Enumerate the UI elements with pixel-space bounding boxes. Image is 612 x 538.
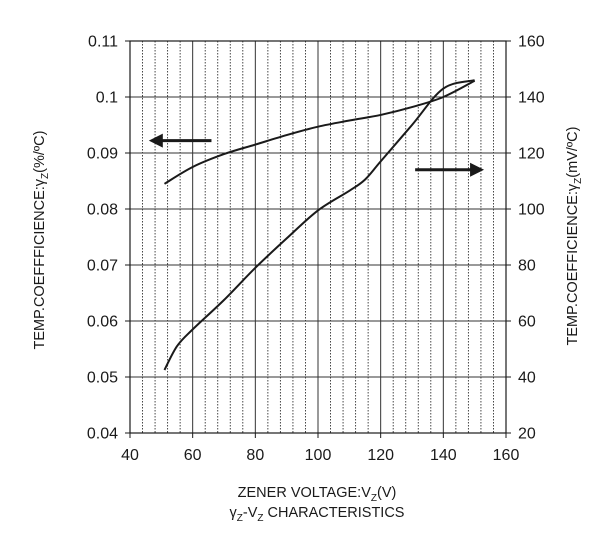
y-right-tick-label: 60 <box>518 314 536 331</box>
y-left-axis-title: TEMP.COEFFFICIENCE:γZ(%/ºC) <box>32 131 51 350</box>
y-right-axis-title: TEMP.COEFFICIENCE:γZ(mV/ºC) <box>565 127 584 346</box>
y-left-tick-label: 0.11 <box>88 34 118 51</box>
x-axis-title: ZENER VOLTAGE:VZ(V) <box>238 485 397 504</box>
tick-labels: 0.04 0.05 0.06 0.07 0.08 0.09 0.1 0.11 20 40 60 80 1… <box>87 34 545 465</box>
y-right-tick-label: 120 <box>518 146 545 163</box>
y-right-tick-label: 140 <box>518 90 545 107</box>
y-right-tick-label: 20 <box>518 426 536 443</box>
left-axis-series-line <box>163 79 476 185</box>
arrows <box>148 133 485 177</box>
grid <box>130 40 506 434</box>
y-left-tick-label: 0.08 <box>87 202 118 219</box>
y-left-tick-label: 0.09 <box>87 146 118 163</box>
axes <box>125 40 511 438</box>
x-tick-label: 80 <box>246 447 264 464</box>
y-left-tick-label: 0.05 <box>87 370 118 387</box>
series <box>163 79 476 371</box>
arrow-right-head <box>470 162 485 177</box>
y-right-tick-label: 80 <box>518 258 536 275</box>
x-tick-label: 100 <box>305 447 332 464</box>
x-tick-label: 60 <box>184 447 202 464</box>
y-left-tick-label: 0.04 <box>87 426 118 443</box>
y-left-tick-label: 0.1 <box>96 90 118 107</box>
x-tick-label: 40 <box>121 447 139 464</box>
x-tick-label: 140 <box>430 447 457 464</box>
y-left-tick-label: 0.07 <box>87 258 118 275</box>
arrow-left-head <box>148 133 163 148</box>
chart-caption: γZ-VZ CHARACTERISTICS <box>230 505 405 524</box>
y-right-tick-label: 160 <box>518 34 545 51</box>
x-tick-label: 120 <box>367 447 394 464</box>
x-tick-label: 160 <box>493 447 520 464</box>
y-left-tick-label: 0.06 <box>87 314 118 331</box>
y-right-tick-label: 100 <box>518 202 545 219</box>
y-right-tick-label: 40 <box>518 370 536 387</box>
right-axis-series-line <box>163 79 475 371</box>
